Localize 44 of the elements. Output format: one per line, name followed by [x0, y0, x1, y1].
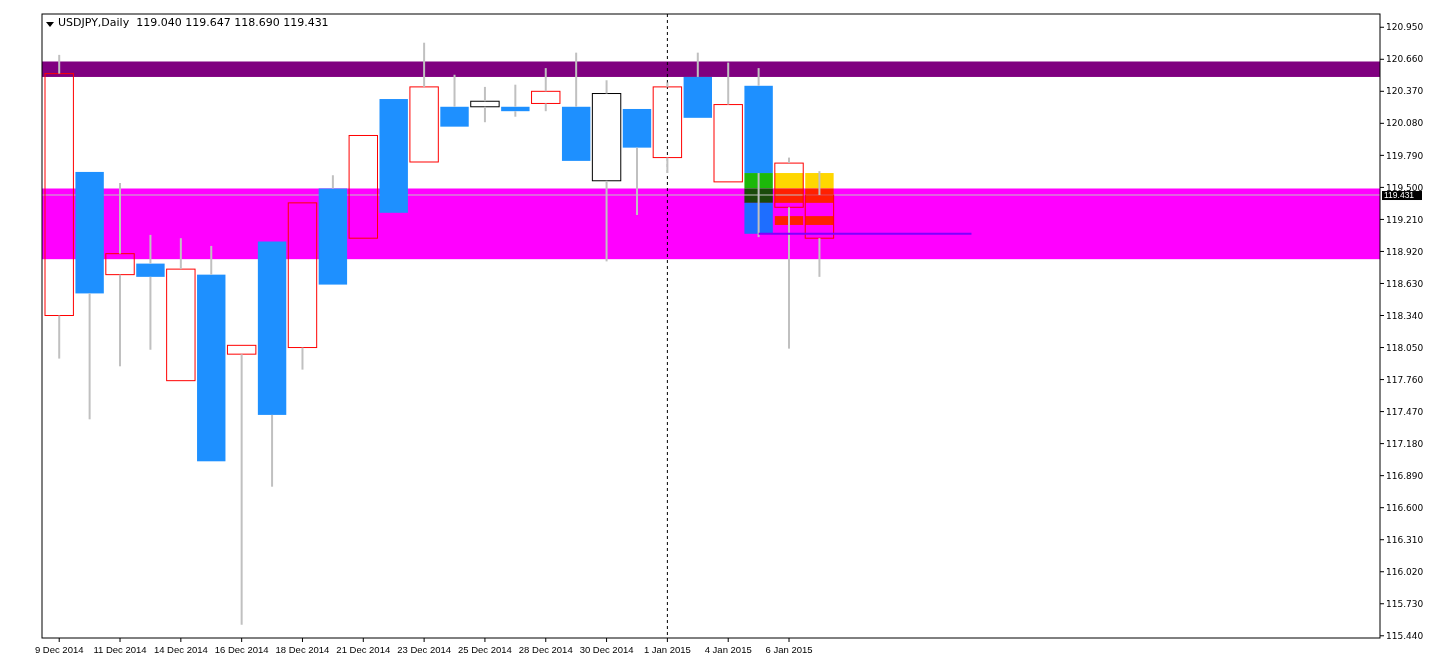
x-tick-label: 18 Dec 2014	[275, 644, 330, 655]
y-tick-label: 117.470	[1386, 406, 1424, 417]
bar	[744, 173, 773, 189]
x-tick-label: 6 Jan 2015	[765, 644, 813, 655]
candlestick	[652, 81, 683, 175]
x-tick-label: 25 Dec 2014	[457, 644, 512, 655]
candlestick	[136, 233, 165, 351]
y-tick-label: 118.630	[1386, 278, 1424, 289]
x-tick-label: 11 Dec 2014	[93, 644, 147, 655]
y-tick-label: 115.440	[1386, 630, 1424, 641]
x-tick-label: 21 Dec 2014	[336, 644, 391, 655]
x-tick-label: 9 Dec 2014	[34, 644, 84, 655]
x-tick-label: 16 Dec 2014	[214, 644, 269, 655]
y-tick-label: 118.920	[1386, 246, 1424, 257]
candlestick	[501, 83, 530, 118]
candlestick	[531, 67, 561, 113]
x-tick-label: 30 Dec 2014	[579, 644, 634, 655]
y-tick-label: 117.180	[1386, 438, 1424, 449]
y-tick-label: 116.600	[1386, 502, 1424, 513]
y-tick-label: 118.050	[1386, 342, 1424, 353]
x-tick-label: 14 Dec 2014	[153, 644, 208, 655]
y-tick-label: 117.760	[1386, 374, 1424, 385]
x-tick-label: 28 Dec 2014	[518, 644, 573, 655]
y-tick-label: 120.370	[1386, 86, 1424, 97]
bar	[774, 216, 804, 225]
x-tick-label: 4 Jan 2015	[704, 644, 752, 655]
y-tick-label: 120.080	[1386, 118, 1424, 129]
chart-title: USDJPY,Daily 119.040 119.647 118.690 119.431	[58, 16, 329, 29]
x-tick-label: 23 Dec 2014	[397, 644, 452, 655]
y-tick-label: 116.890	[1386, 470, 1424, 481]
bar	[805, 216, 834, 225]
candlestick	[470, 85, 500, 124]
bar	[744, 202, 773, 234]
y-tick-label: 115.730	[1386, 598, 1424, 609]
y-tick-label: 118.340	[1386, 310, 1424, 321]
bar	[805, 173, 834, 189]
y-tick-label: 120.660	[1386, 54, 1424, 65]
y-tick-label: 119.210	[1386, 214, 1424, 225]
y-tick-label: 120.950	[1386, 22, 1424, 33]
x-tick-label: 1 Jan 2015	[643, 644, 691, 655]
y-tick-label: 119.790	[1386, 150, 1424, 161]
y-tick-label: 116.310	[1386, 534, 1424, 545]
y-tick-label: 116.020	[1386, 566, 1424, 577]
bar	[774, 173, 804, 189]
